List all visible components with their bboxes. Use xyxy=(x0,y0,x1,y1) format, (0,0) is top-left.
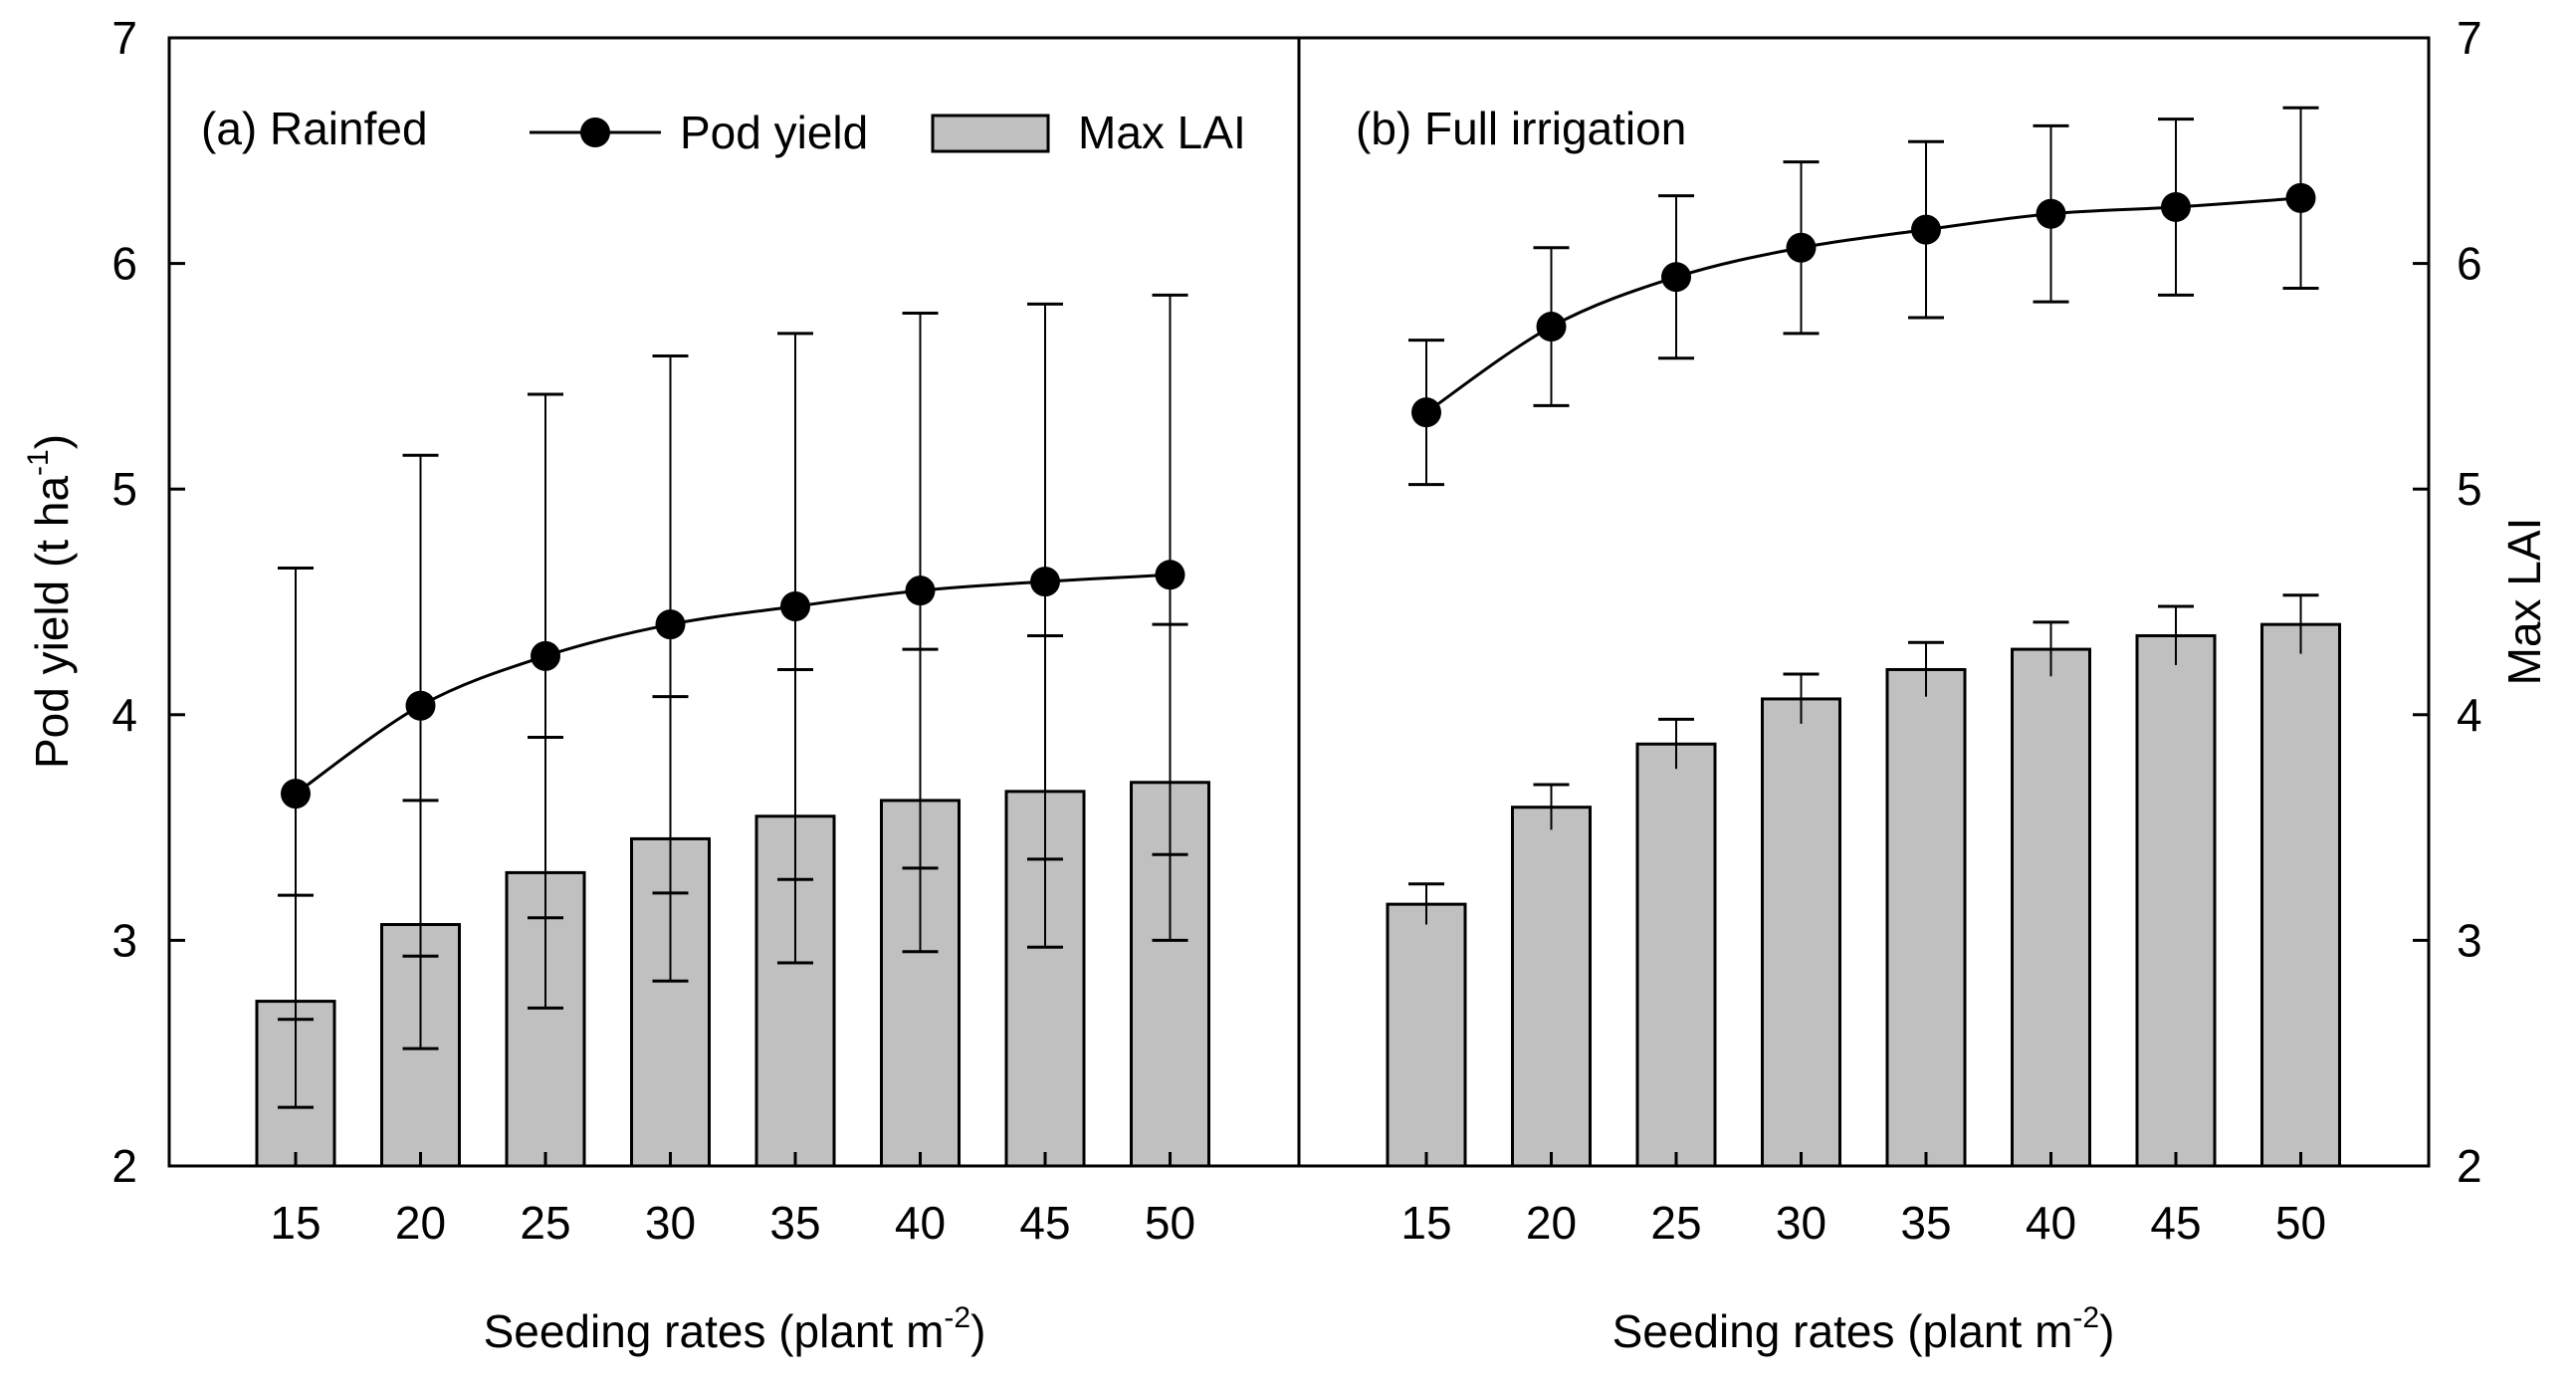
bar-b-35 xyxy=(1885,667,1967,1168)
pod-yield-point-b-45 xyxy=(2161,191,2191,222)
y-tick-label-left-5: 5 xyxy=(111,463,137,515)
pod-yield-point-a-50 xyxy=(1155,560,1185,590)
pod-yield-point-b-20 xyxy=(1536,312,1567,343)
panel-b-full-irrigation: 15 20 25 30 35 40 45 50 xyxy=(1386,106,2341,1249)
x-tick-label-b-50: 50 xyxy=(2275,1197,2326,1249)
bar-b-15 xyxy=(1386,902,1467,1168)
bar-b-25 xyxy=(1635,742,1717,1168)
pod-yield-point-a-45 xyxy=(1030,567,1060,597)
y-tick-label-right-3: 3 xyxy=(2457,914,2482,966)
y-tick-label-right-5: 5 xyxy=(2457,463,2482,515)
y-axis-title-right: Max LAI xyxy=(2498,518,2550,686)
pod-yield-point-a-25 xyxy=(531,640,560,671)
pod-yield-point-b-50 xyxy=(2285,182,2316,213)
bar-b-45 xyxy=(2135,633,2217,1168)
x-tick-label-a-25: 25 xyxy=(520,1197,570,1249)
pod-yield-point-b-25 xyxy=(1661,262,1691,293)
pod-yield-point-b-35 xyxy=(1911,214,1941,245)
x-tick-label-a-15: 15 xyxy=(270,1197,321,1249)
bar-b-20 xyxy=(1511,806,1592,1168)
pod-yield-point-a-35 xyxy=(780,591,810,622)
panel-b-label: (b) Full irrigation xyxy=(1356,103,1686,154)
y-tick-label-left-7: 7 xyxy=(111,12,137,64)
y-tick-label-left-2: 2 xyxy=(111,1140,137,1192)
pod-yield-point-a-15 xyxy=(281,779,311,810)
x-tick-label-b-35: 35 xyxy=(1900,1197,1951,1249)
x-tick-label-b-30: 30 xyxy=(1776,1197,1826,1249)
pod-yield-line-a xyxy=(295,573,1171,796)
legend: Pod yield Max LAI xyxy=(530,107,1246,158)
right-y-axis: 2 3 4 5 6 7 xyxy=(2413,12,2482,1192)
pod-yield-point-b-15 xyxy=(1411,397,1441,428)
y-tick-label-left-4: 4 xyxy=(111,689,137,741)
legend-pod-yield-label: Pod yield xyxy=(680,107,868,158)
x-tick-label-a-30: 30 xyxy=(645,1197,696,1249)
pod-yield-point-a-20 xyxy=(405,690,436,721)
x-tick-label-a-50: 50 xyxy=(1145,1197,1195,1249)
x-axis-title-b: Seeding rates (plant m-2) xyxy=(1612,1301,2115,1357)
y-tick-label-right-7: 7 xyxy=(2457,12,2482,64)
y-axis-title-left: Pod yield (t ha-1) xyxy=(22,434,78,769)
x-tick-label-b-20: 20 xyxy=(1526,1197,1577,1249)
pod-yield-line-b xyxy=(1425,196,2301,414)
y-tick-label-right-4: 4 xyxy=(2457,689,2482,741)
x-tick-label-b-25: 25 xyxy=(1650,1197,1701,1249)
y-tick-label-left-3: 3 xyxy=(111,914,137,966)
bar-b-50 xyxy=(2260,622,2341,1168)
y-tick-label-right-2: 2 xyxy=(2457,1140,2482,1192)
bar-b-40 xyxy=(2011,647,2091,1168)
pod-yield-point-a-30 xyxy=(655,609,686,640)
legend-max-lai-label: Max LAI xyxy=(1078,107,1246,158)
bar-b-30 xyxy=(1761,697,1841,1168)
panel-a-label: (a) Rainfed xyxy=(201,103,428,154)
y-tick-label-right-6: 6 xyxy=(2457,238,2482,290)
x-tick-label-a-40: 40 xyxy=(895,1197,946,1249)
y-tick-label-left-6: 6 xyxy=(111,238,137,290)
pod-yield-point-b-40 xyxy=(2036,198,2066,229)
x-tick-label-a-20: 20 xyxy=(395,1197,446,1249)
x-tick-label-a-45: 45 xyxy=(1019,1197,1070,1249)
legend-marker-symbol xyxy=(580,117,610,147)
pod-yield-point-b-30 xyxy=(1786,232,1817,263)
x-tick-label-a-35: 35 xyxy=(769,1197,820,1249)
legend-bar-swatch xyxy=(931,114,1050,153)
x-tick-label-b-40: 40 xyxy=(2026,1197,2076,1249)
panel-a-rainfed: 15 20 25 30 35 40 45 50 xyxy=(255,293,1210,1249)
pod-yield-point-a-40 xyxy=(905,576,936,606)
x-tick-label-b-15: 15 xyxy=(1400,1197,1451,1249)
x-tick-label-b-45: 45 xyxy=(2150,1197,2201,1249)
x-axis-title-a: Seeding rates (plant m-2) xyxy=(484,1301,986,1357)
left-y-axis: 2 3 4 5 6 7 xyxy=(111,12,185,1192)
